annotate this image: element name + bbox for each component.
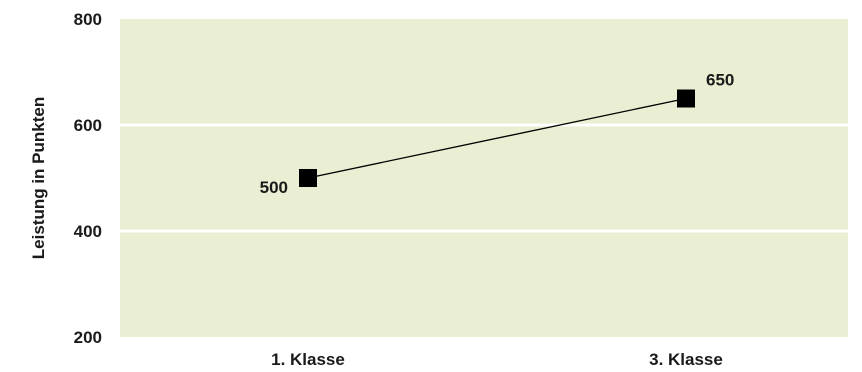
- y-tick-label: 800: [74, 10, 102, 29]
- plot-area: [120, 19, 848, 337]
- data-label: 500: [260, 178, 288, 197]
- y-axis-ticks: 200 400 600 800: [74, 10, 102, 347]
- data-point-marker: [677, 89, 695, 108]
- x-category-label: 3. Klasse: [649, 350, 723, 369]
- y-tick-label: 600: [74, 116, 102, 135]
- data-point-marker: [299, 169, 317, 187]
- y-axis-title: Leistung in Punkten: [29, 97, 48, 259]
- x-category-label: 1. Klasse: [271, 350, 345, 369]
- y-tick-label: 200: [74, 328, 102, 347]
- series-group: 500 650: [260, 71, 735, 198]
- y-tick-label: 400: [74, 222, 102, 241]
- x-axis-categories: 1. Klasse 3. Klasse: [271, 350, 723, 369]
- gridlines: [120, 123, 848, 233]
- data-label: 650: [706, 71, 734, 90]
- series-line: [307, 97, 687, 179]
